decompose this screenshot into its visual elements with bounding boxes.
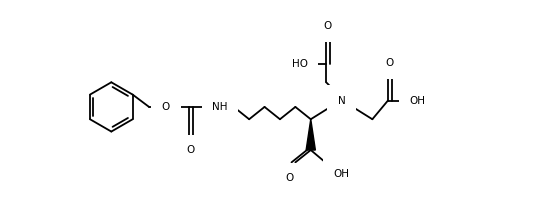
Text: OH: OH bbox=[410, 96, 425, 106]
Text: O: O bbox=[385, 58, 393, 69]
Text: N: N bbox=[338, 96, 346, 106]
Polygon shape bbox=[306, 119, 315, 150]
Text: O: O bbox=[162, 102, 170, 112]
Text: O: O bbox=[187, 145, 195, 155]
Text: NH: NH bbox=[212, 102, 228, 112]
Text: HO: HO bbox=[292, 59, 308, 69]
Text: O: O bbox=[324, 21, 332, 31]
Text: O: O bbox=[285, 173, 293, 183]
Text: OH: OH bbox=[334, 168, 350, 179]
